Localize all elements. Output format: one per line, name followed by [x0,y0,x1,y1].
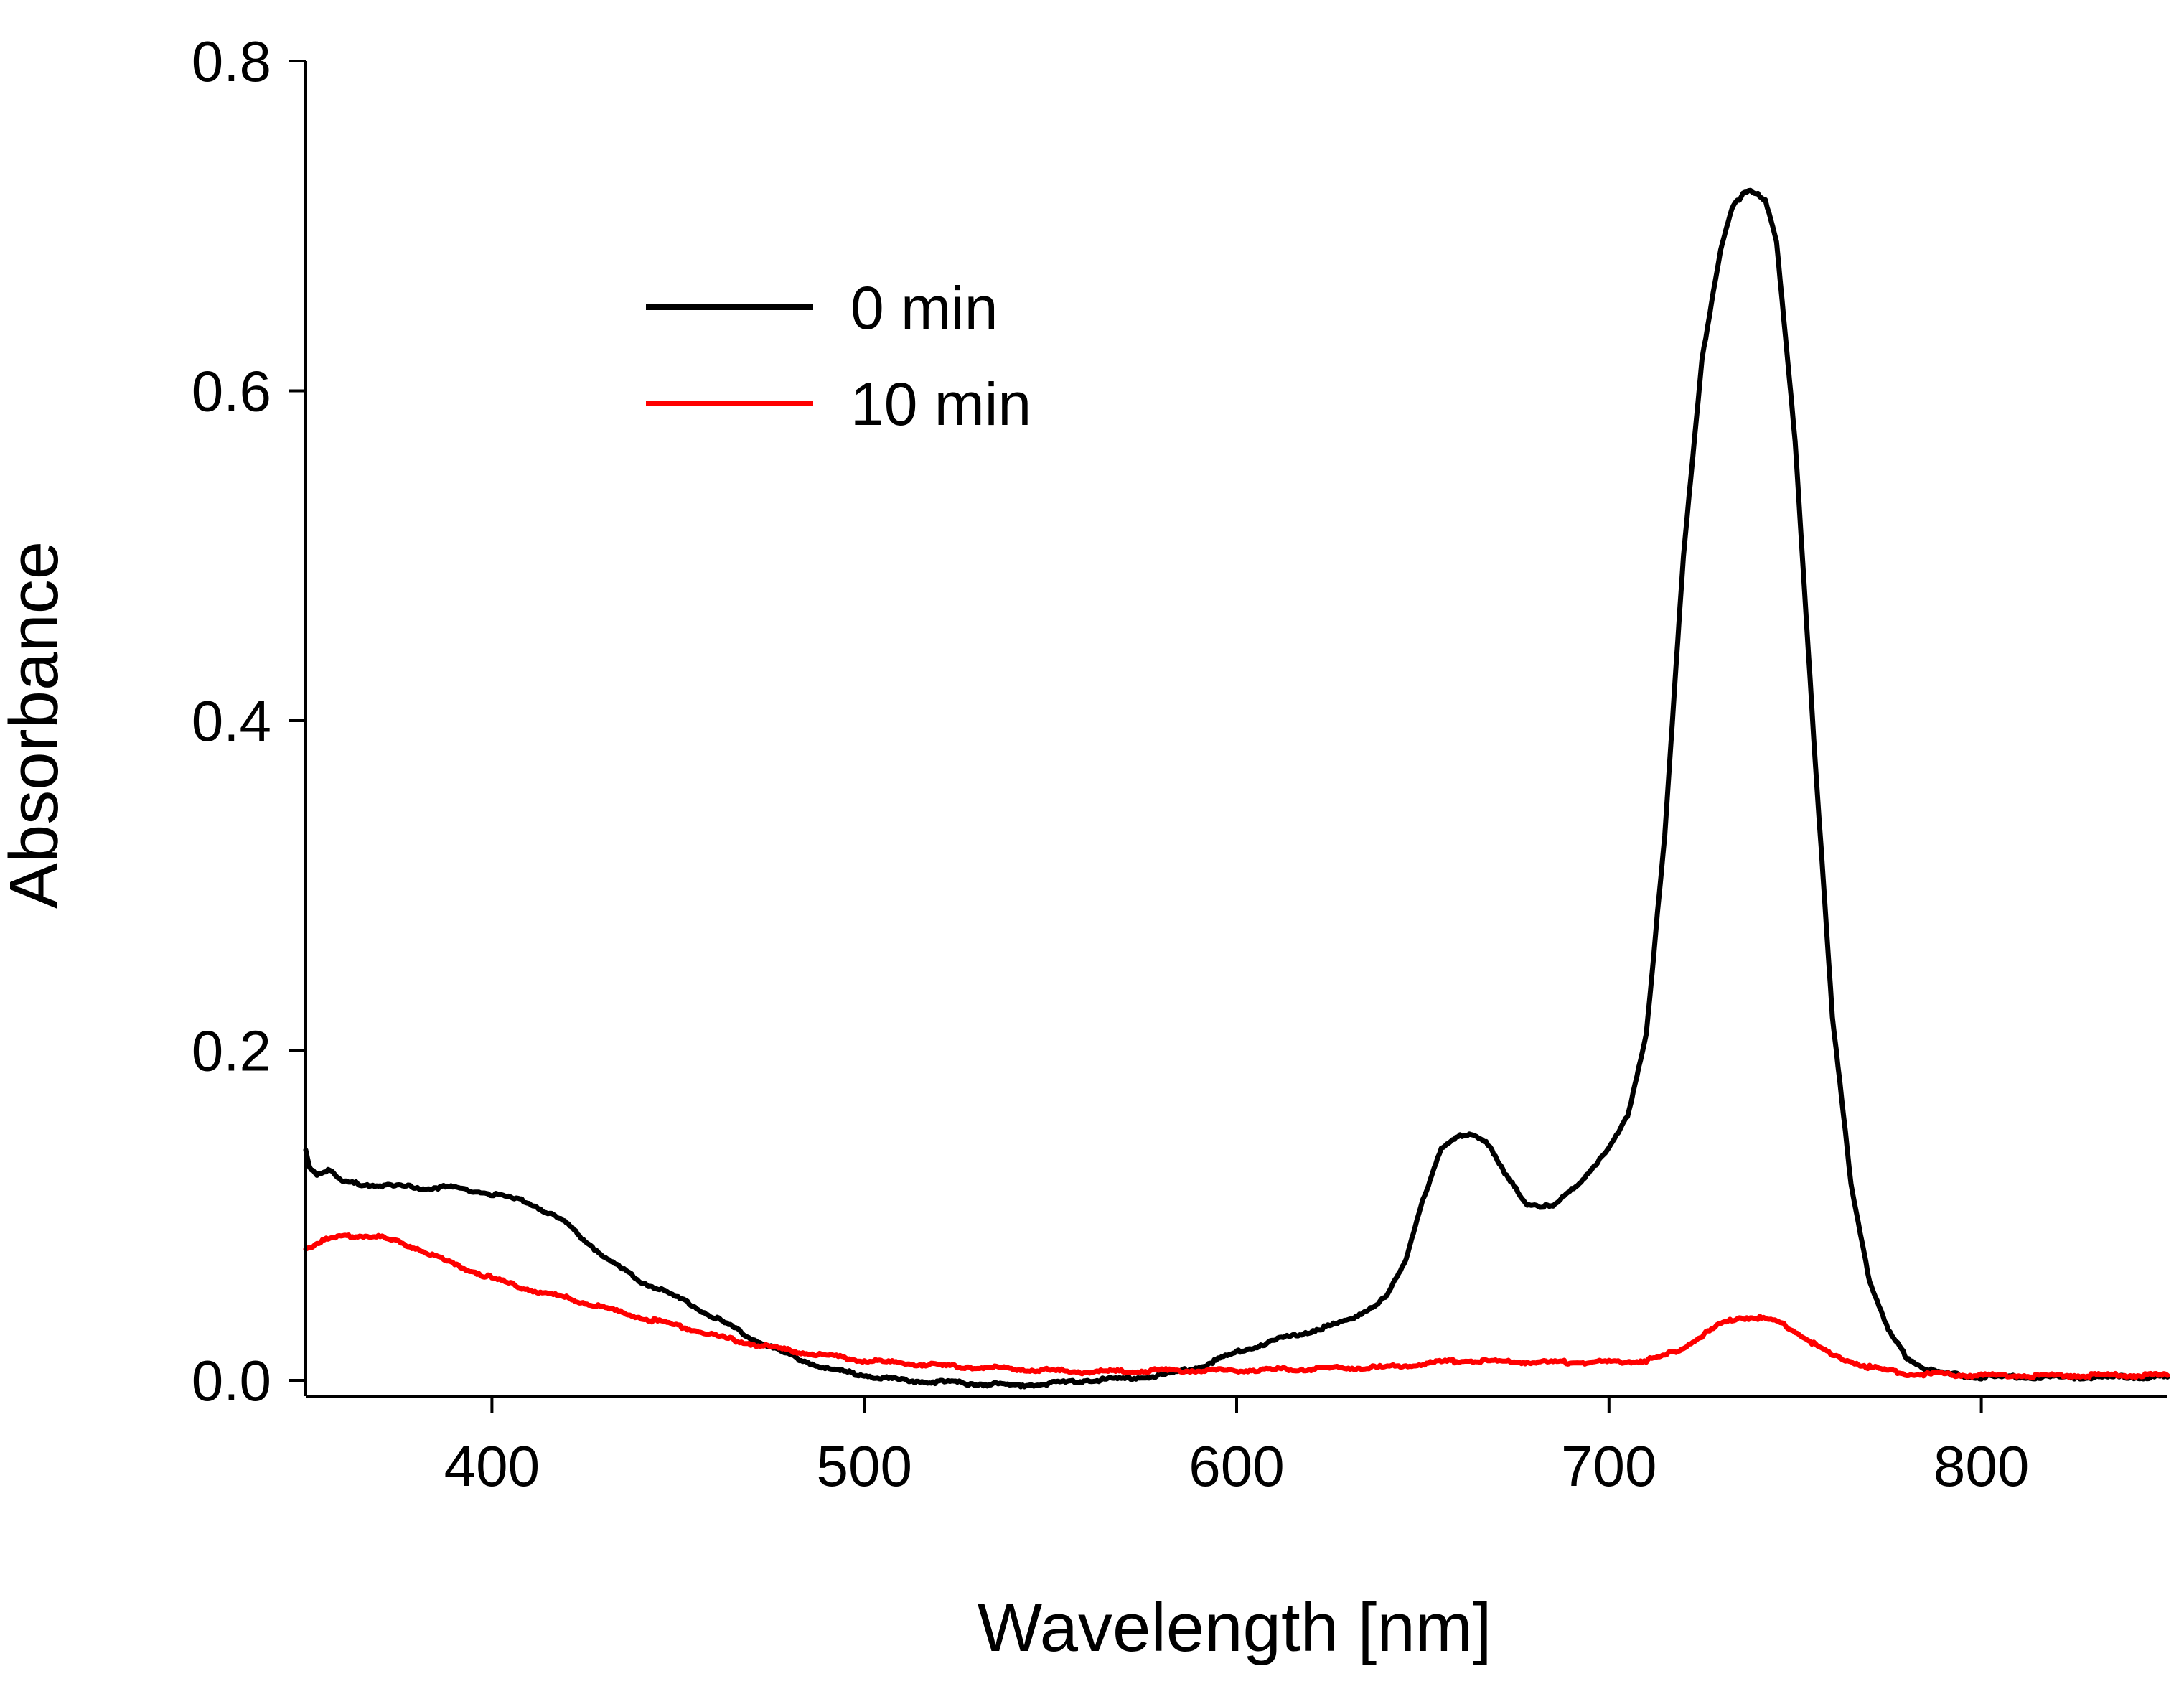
y-ticks: 0.0 0.2 0.4 0.6 0.8 [192,29,306,1413]
x-tick-label-2: 600 [1189,1434,1284,1498]
x-ticks: 400 500 600 700 800 [444,1396,2029,1498]
y-tick-label-1: 0.2 [192,1019,271,1083]
series-layer [303,187,2170,1390]
y-tick-label-3: 0.6 [192,360,271,424]
y-tick-label-4: 0.8 [192,29,271,93]
legend-label-0-min: 0 min [850,274,998,342]
series-line-0-min [303,187,2170,1390]
x-tick-label-1: 500 [816,1434,911,1498]
x-tick-label-3: 700 [1561,1434,1656,1498]
x-tick-label-4: 800 [1934,1434,2029,1498]
legend: 0 min 10 min [646,274,1031,438]
x-axis-title: Wavelength [nm] [978,1589,1492,1666]
y-axis-title: Absorbance [0,541,72,909]
x-tick-label-0: 400 [444,1434,540,1498]
y-tick-label-0: 0.0 [192,1349,271,1413]
y-tick-label-2: 0.4 [192,689,271,753]
legend-label-10-min: 10 min [850,370,1031,438]
series-line-10-min [303,1232,2170,1380]
